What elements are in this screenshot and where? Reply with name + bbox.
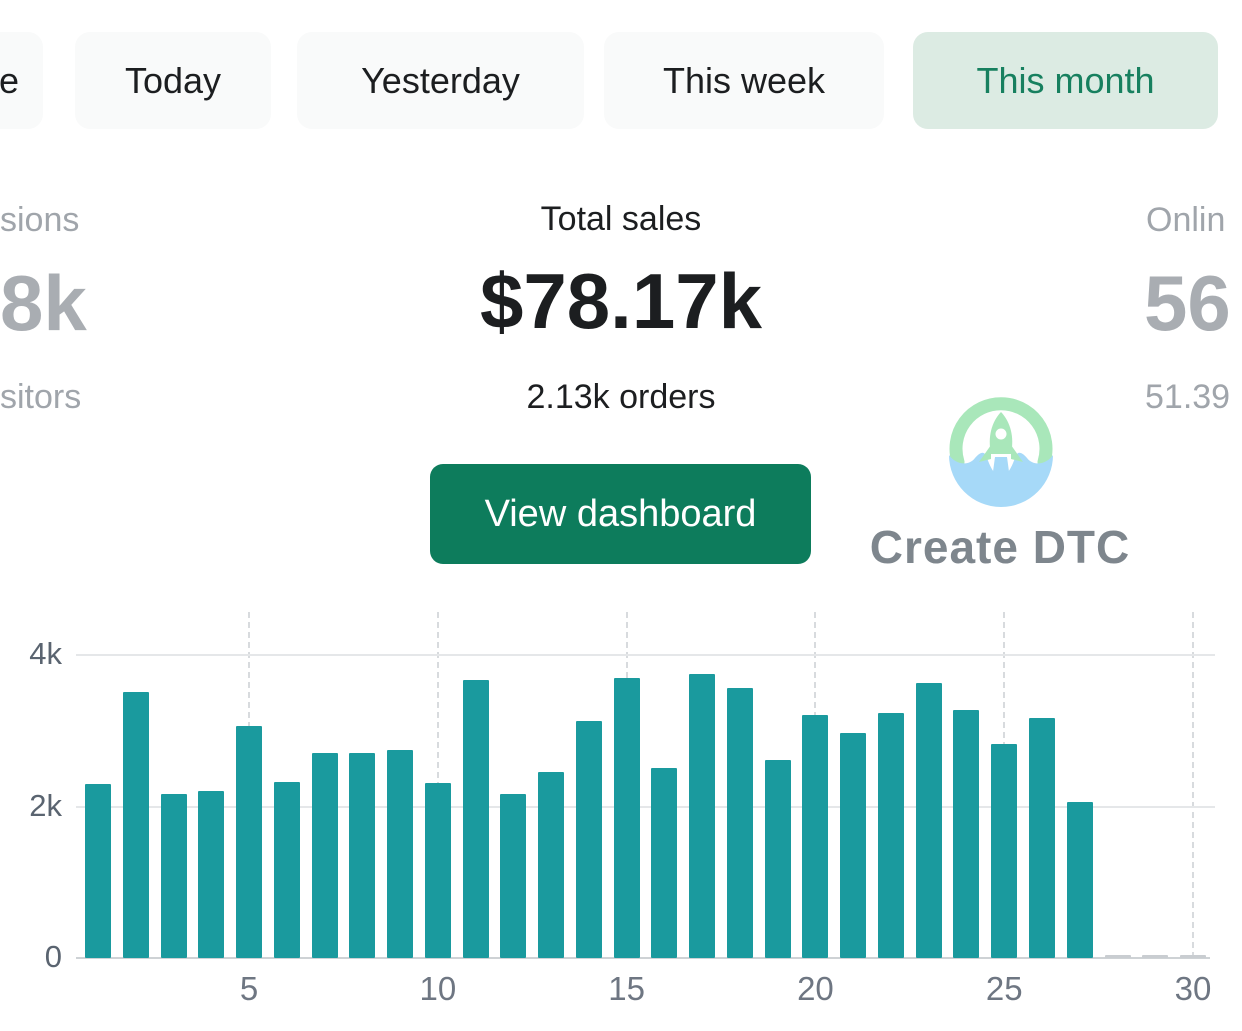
y-axis-label-0: 0 bbox=[44, 939, 62, 974]
bar-day-26 bbox=[1029, 717, 1055, 958]
online-visitors-fragment: 51.39 bbox=[1145, 378, 1231, 416]
bar-day-25 bbox=[991, 744, 1018, 958]
tab-label: This week bbox=[662, 59, 826, 101]
bar-day-18 bbox=[726, 688, 753, 958]
x-axis-label-5: 5 bbox=[239, 970, 259, 1007]
tab-today[interactable]: Today bbox=[75, 32, 271, 129]
bar-day-21 bbox=[840, 733, 867, 958]
bar-day-30 bbox=[1180, 955, 1207, 958]
bar-day-13 bbox=[538, 771, 565, 958]
bar-day-2 bbox=[122, 692, 149, 958]
bar-day-14 bbox=[575, 720, 602, 958]
grid-vline-30 bbox=[1192, 612, 1195, 958]
bar-day-15 bbox=[613, 677, 640, 958]
orders-count: 2.13k orders bbox=[526, 378, 716, 416]
rocket-logo-icon bbox=[949, 397, 1053, 507]
sales-chart: 5 10 15 20 25 30 0 2k 4k bbox=[0, 600, 1242, 1031]
x-axis-label-10: 10 bbox=[419, 970, 457, 1007]
logo-fin-right bbox=[1011, 445, 1023, 462]
x-axis-label-30: 30 bbox=[1174, 970, 1212, 1007]
bar-day-16 bbox=[651, 767, 678, 958]
y-axis-label-4k: 4k bbox=[29, 636, 62, 671]
logo-arc bbox=[949, 397, 1053, 469]
bar-day-22 bbox=[877, 712, 904, 958]
bar-day-5 bbox=[236, 726, 263, 958]
bar-day-23 bbox=[915, 683, 942, 958]
tab-label: Today bbox=[124, 59, 222, 101]
logo-wordmark: Create DTC bbox=[869, 521, 1131, 573]
bar-day-24 bbox=[953, 709, 980, 958]
bar-day-17 bbox=[689, 673, 716, 958]
bar-day-3 bbox=[160, 794, 187, 958]
sessions-label-fragment: sions bbox=[0, 201, 80, 239]
tab-yesterday[interactable]: Yesterday bbox=[297, 32, 584, 129]
bar-day-7 bbox=[311, 753, 338, 958]
sessions-value-fragment: 8k bbox=[0, 259, 87, 347]
tab-this-week[interactable]: This week bbox=[604, 32, 884, 129]
tab-this-month[interactable]: This month bbox=[913, 32, 1218, 129]
bar-day-10 bbox=[424, 783, 451, 958]
bar-day-19 bbox=[764, 759, 791, 958]
tab-partial-left[interactable]: e bbox=[0, 32, 43, 129]
x-axis-label-15: 15 bbox=[608, 970, 645, 1007]
y-axis-label-2k: 2k bbox=[29, 787, 62, 823]
online-store-label-fragment: Onlin bbox=[1146, 201, 1226, 239]
bar-day-11 bbox=[462, 679, 489, 958]
tab-label: e bbox=[0, 59, 19, 101]
bar-day-28 bbox=[1104, 955, 1131, 958]
x-axis-label-25: 25 bbox=[985, 970, 1023, 1007]
logo-fin-left bbox=[979, 445, 991, 462]
bar-day-12 bbox=[500, 793, 527, 958]
bar-day-27 bbox=[1066, 801, 1093, 958]
bar-day-29 bbox=[1142, 955, 1169, 958]
view-dashboard-button[interactable]: View dashboard bbox=[430, 464, 811, 564]
logo-exhaust bbox=[992, 457, 1010, 479]
axis-baseline bbox=[76, 957, 1210, 959]
bar-day-4 bbox=[198, 791, 225, 958]
logo-water bbox=[949, 452, 1053, 507]
online-sessions-value-fragment: 56 bbox=[1144, 259, 1231, 347]
bar-day-1 bbox=[85, 783, 111, 958]
total-sales-label: Total sales bbox=[540, 200, 702, 238]
grid-hline-4k bbox=[76, 654, 1215, 656]
bar-day-6 bbox=[273, 781, 300, 958]
logo-rocket-window bbox=[995, 428, 1007, 440]
bar-day-9 bbox=[387, 749, 414, 958]
tab-label: Yesterday bbox=[361, 59, 520, 101]
bar-day-20 bbox=[802, 714, 829, 958]
bar-day-8 bbox=[349, 752, 376, 958]
tab-label: This month bbox=[976, 59, 1155, 101]
x-axis-label-20: 20 bbox=[797, 970, 834, 1007]
grid-hline-2k bbox=[76, 805, 1215, 808]
visitors-label-fragment: sitors bbox=[0, 378, 82, 416]
total-sales-value: $78.17k bbox=[480, 257, 762, 345]
